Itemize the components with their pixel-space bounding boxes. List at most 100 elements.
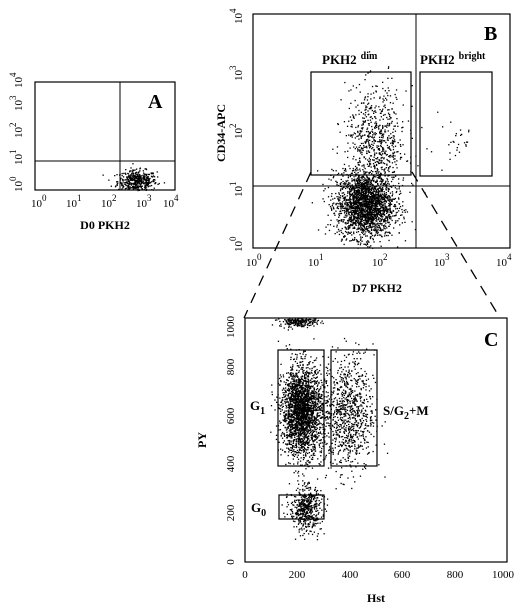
panel-b-data-point (362, 127, 364, 129)
panel-b-y-tick-2: 102 (228, 124, 245, 140)
panel-b-data-point (338, 200, 340, 202)
panel-b-data-point (368, 143, 370, 145)
panel-b-data-point (348, 206, 350, 208)
panel-b-data-point (338, 214, 341, 217)
panel-b-data-point (364, 233, 366, 235)
panel-a-x-tick-4-exp: 4 (174, 193, 179, 203)
panel-b-data-point (392, 210, 395, 212)
panel-c-data-point (291, 395, 293, 397)
panel-b-data-point (388, 160, 390, 162)
panel-c-data-point (298, 379, 301, 381)
panel-c-data-point (289, 415, 291, 418)
panel-b-data-point (352, 158, 354, 160)
panel-c-data-point (319, 409, 321, 411)
panel-c-data-point (306, 380, 308, 383)
panel-b-data-point (341, 204, 343, 206)
panel-b-data-point (363, 227, 366, 229)
panel-b-data-point (332, 198, 334, 200)
panel-b-data-point (382, 147, 384, 149)
panel-a-data-point (139, 181, 141, 183)
panel-b-data-point (338, 192, 340, 194)
panel-b-data-point (380, 202, 382, 204)
panel-c-data-point (297, 463, 299, 465)
panel-b-data-point (417, 165, 419, 167)
panel-b-data-point (365, 108, 367, 111)
panel-b-data-point (375, 204, 377, 206)
panel-c-data-point (310, 397, 312, 399)
panel-b-data-point (353, 231, 355, 233)
panel-b-data-point (371, 211, 373, 213)
panel-a-data-point (145, 182, 147, 184)
panel-c-data-point (295, 392, 297, 395)
panel-b-data-point (389, 197, 391, 199)
panel-c-data-point (291, 433, 294, 435)
panel-b-data-point (383, 235, 386, 237)
panel-b-data-point (391, 171, 394, 174)
panel-b-data-point (376, 202, 378, 204)
panel-b-data-point (364, 186, 366, 188)
panel-b-data-point (362, 206, 364, 208)
panel-a-data-point (137, 176, 139, 178)
panel-b-data-point (376, 145, 378, 147)
panel-a-data-point (138, 175, 140, 177)
panel-b-data-point (376, 226, 378, 228)
panel-b-data-point (374, 170, 377, 173)
panel-c-data-point (302, 422, 304, 424)
panel-c-data-point (308, 444, 310, 446)
panel-a-data-point (141, 178, 143, 180)
panel-b-data-point (387, 182, 389, 185)
panel-c-data-point (292, 369, 294, 371)
panel-c-data-point (324, 441, 326, 444)
panel-a-data-point (135, 186, 138, 189)
panel-c-data-point (305, 453, 307, 455)
panel-c-data-point (286, 419, 288, 422)
panel-c-data-point (317, 372, 319, 374)
panel-b-data-point (384, 151, 386, 153)
panel-c-data-point (298, 417, 300, 419)
panel-b-data-point (373, 205, 375, 207)
panel-b-data-point (383, 198, 385, 200)
panel-a-y-tick-4-exp: 4 (8, 72, 18, 77)
panel-b-data-point (448, 144, 450, 146)
panel-c-data-point (305, 434, 307, 437)
panel-a-data-point (145, 168, 147, 170)
panel-b-data-point (353, 191, 356, 194)
panel-b-data-point (362, 187, 364, 189)
panel-b-data-point (368, 102, 370, 104)
panel-b-data-point (366, 106, 368, 108)
panel-b-data-point (384, 172, 386, 174)
panel-b-data-point (385, 201, 387, 203)
panel-c-data-point (320, 455, 322, 457)
panel-a-data-point (142, 174, 144, 176)
panel-b-data-point (380, 218, 383, 221)
panel-c-data-point (289, 420, 291, 422)
panel-b-data-point (357, 208, 359, 210)
panel-c-data-point (321, 407, 323, 409)
panel-b-data-point (385, 215, 387, 218)
panel-b-data-point (372, 146, 374, 149)
panel-b-data-point (366, 201, 368, 203)
panel-c-data-point (313, 338, 315, 340)
panel-b-data-point (376, 205, 378, 207)
panel-b-data-point (394, 206, 396, 208)
panel-b-data-point (355, 192, 357, 194)
panel-b-data-point (342, 187, 344, 189)
panel-b-data-point (353, 189, 356, 192)
panel-b-data-point (383, 197, 385, 199)
panel-b-y-axis-label: CD34-APC (214, 104, 228, 162)
panel-b-data-point (377, 185, 380, 187)
panel-c-data-point (280, 380, 282, 382)
panel-b-data-point (345, 222, 347, 224)
panel-c-data-point (280, 454, 282, 456)
panel-c-data-point (308, 391, 310, 393)
panel-a-data-point (121, 184, 123, 186)
panel-a-data-point (130, 178, 133, 180)
panel-b-data-point (375, 220, 377, 222)
panel-c-data-point (307, 388, 309, 390)
panel-b-data-point (402, 121, 404, 123)
panel-c-data-point (308, 452, 310, 454)
panel-b-data-point (365, 200, 367, 202)
panel-b-data-point (359, 197, 361, 199)
panel-b-data-point (380, 207, 382, 209)
panel-b-data-point (370, 98, 372, 100)
